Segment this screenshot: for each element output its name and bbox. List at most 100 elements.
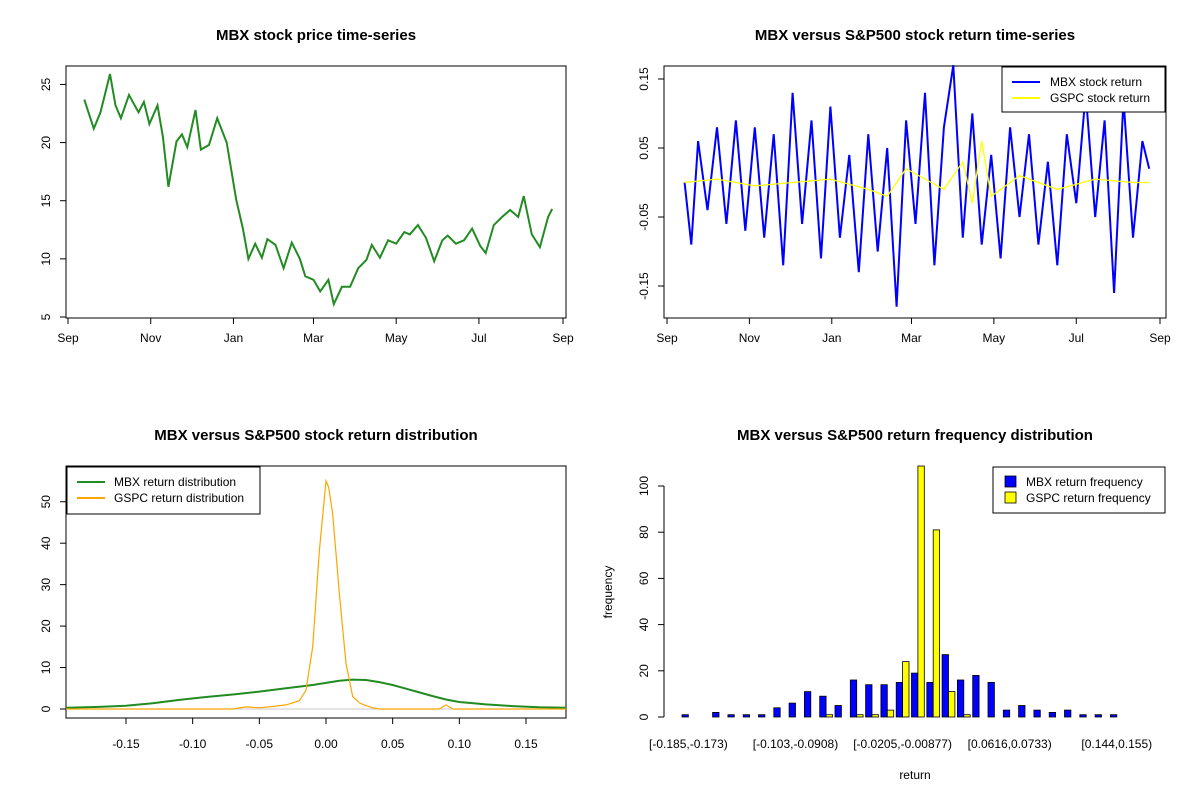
bar-gspc: [871, 714, 879, 718]
bar-mbx: [712, 712, 720, 718]
bar-mbx: [834, 705, 842, 718]
legend-label: GSPC return distribution: [114, 491, 244, 505]
bar-mbx: [1110, 714, 1118, 718]
bar-gspc: [963, 714, 971, 718]
bar-gspc: [932, 529, 941, 718]
x-tick-label: May: [983, 331, 1006, 345]
bar-mbx: [1048, 712, 1056, 718]
bar-mbx: [1079, 714, 1087, 718]
y-axis-title: frequency: [601, 566, 615, 619]
legend-label: MBX stock return: [1050, 75, 1142, 89]
chart-title: MBX versus S&P500 stock return time-seri…: [755, 27, 1075, 44]
y-tick-label: 20: [637, 664, 651, 678]
bar-mbx: [987, 682, 995, 718]
y-tick-label: 0: [637, 713, 651, 720]
series-line-mbx-price: [83, 73, 554, 308]
y-tick-label: 60: [637, 571, 651, 585]
legend-label: GSPC return frequency: [1026, 491, 1151, 505]
bar-mbx: [849, 679, 858, 718]
legend: MBX return distribution GSPC return distr…: [66, 466, 261, 515]
x-tick-label: 0.00: [314, 737, 338, 751]
legend-box: [66, 466, 261, 515]
bar-mbx: [758, 714, 766, 718]
legend-swatch: [1004, 491, 1017, 504]
chart-title: MBX versus S&P500 return frequency distr…: [737, 427, 1093, 444]
x-tick-label: Jan: [822, 331, 841, 345]
bar-gspc: [886, 709, 895, 718]
bar-mbx: [911, 672, 919, 718]
x-tick-label: Jul: [471, 331, 486, 345]
y-tick-label: 100: [637, 476, 651, 496]
y-tick-label: 30: [39, 578, 53, 592]
series-line-mbx: [683, 65, 1151, 307]
bar-mbx: [1094, 714, 1102, 718]
legend-label: MBX return distribution: [114, 475, 236, 489]
bar-mbx: [865, 684, 873, 718]
bar-gspc: [917, 465, 925, 718]
chart-title: MBX stock price time-series: [216, 27, 416, 44]
bar-mbx: [819, 695, 827, 718]
x-tick-label: 0.05: [381, 737, 405, 751]
bar-mbx: [1033, 709, 1041, 718]
x-tick-label: [0.0616,0.0733): [968, 737, 1052, 751]
series-line-gspc: [684, 140, 1150, 204]
series-line-gspc: [66, 478, 566, 710]
bar-mbx: [804, 691, 812, 718]
chart-title: MBX versus S&P500 stock return distribut…: [154, 427, 477, 444]
y-tick-label: 15: [39, 194, 53, 208]
x-tick-label: [0.144,0.155): [1081, 737, 1152, 751]
y-tick-label: 20: [39, 136, 53, 150]
x-tick-label: -0.15: [112, 737, 140, 751]
y-tick-label: 20: [39, 619, 53, 633]
bar-mbx: [773, 707, 781, 718]
legend-label: GSPC stock return: [1050, 91, 1150, 105]
x-tick-label: -0.05: [246, 737, 274, 751]
y-tick-label: 0.05: [637, 136, 651, 160]
y-tick-label: 80: [637, 525, 651, 539]
panel-return-density: MBX versus S&P500 stock return distribut…: [39, 427, 567, 751]
bar-mbx: [972, 675, 980, 718]
y-tick-label: 10: [39, 252, 53, 266]
legend: MBX stock return GSPC stock return: [1001, 66, 1166, 113]
x-tick-label: Mar: [901, 331, 922, 345]
bar-mbx: [926, 682, 934, 718]
legend-box: [1001, 66, 1166, 113]
y-tick-label: 10: [39, 661, 53, 675]
legend-swatch: [1004, 475, 1017, 488]
x-tick-label: Jan: [224, 331, 243, 345]
bar-mbx: [788, 702, 796, 718]
x-tick-label: Sep: [656, 331, 678, 345]
bar-mbx: [1002, 709, 1011, 718]
bar-mbx: [941, 654, 949, 718]
bar-mbx: [1018, 705, 1026, 718]
panel-return-series: MBX versus S&P500 stock return time-seri…: [637, 27, 1171, 345]
bar-mbx: [681, 714, 689, 718]
bar-gspc: [902, 661, 910, 718]
bar-mbx: [880, 684, 888, 718]
x-tick-label: Nov: [140, 331, 161, 345]
y-tick-label: 50: [39, 495, 53, 509]
x-tick-label: [-0.103,-0.0908): [753, 737, 838, 751]
series-line-mbx: [65, 678, 567, 709]
x-tick-label: Jul: [1069, 331, 1084, 345]
x-tick-label: 0.15: [514, 737, 538, 751]
x-tick-label: -0.10: [179, 737, 207, 751]
y-tick-label: 40: [39, 536, 53, 550]
bar-mbx: [957, 679, 965, 718]
x-tick-label: Sep: [552, 331, 574, 345]
y-tick-label: -0.05: [637, 203, 651, 231]
bar-mbx: [727, 714, 735, 718]
panel-stock-price: MBX stock price time-series Sep Nov Jan Mar M…: [39, 27, 574, 345]
legend-box: [992, 466, 1166, 514]
x-tick-label: Sep: [1149, 331, 1171, 345]
legend-label: MBX return frequency: [1026, 475, 1143, 489]
legend: MBX return frequency GSPC return frequenc…: [992, 466, 1166, 514]
bar-gspc: [856, 714, 864, 718]
y-tick-label: 40: [637, 618, 651, 632]
x-tick-label: [-0.185,-0.173): [649, 737, 728, 751]
x-tick-label: Mar: [303, 331, 324, 345]
bar-mbx: [742, 714, 751, 718]
bar-gspc: [825, 714, 833, 718]
